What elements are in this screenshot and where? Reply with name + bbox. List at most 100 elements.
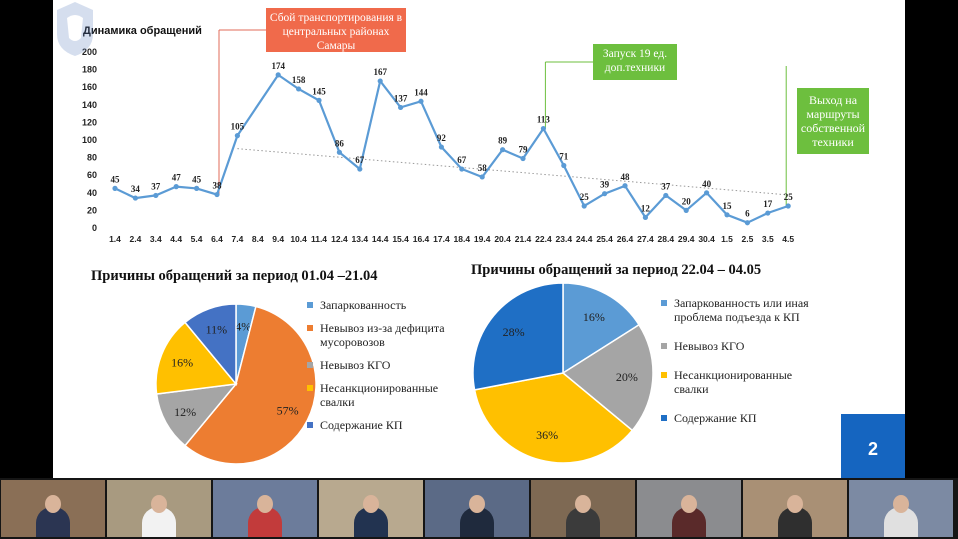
data-label: 79 <box>519 144 529 154</box>
pie1-slice-label: 57% <box>277 403 299 417</box>
data-point <box>724 212 730 218</box>
annotation-transport-failure: Сбой транспортирования в центральных рай… <box>266 8 406 52</box>
data-label: 145 <box>312 86 326 96</box>
data-point <box>194 185 200 191</box>
y-tick-label: 160 <box>82 82 97 92</box>
data-point <box>581 203 587 209</box>
legend-item: Невывоз КГО <box>307 358 467 372</box>
x-tick-label: 11.4 <box>311 234 327 244</box>
legend-swatch <box>661 300 667 306</box>
data-point <box>112 185 118 191</box>
video-tile-participant-9[interactable] <box>849 480 953 537</box>
participant-head <box>151 495 167 513</box>
x-tick-label: 23.4 <box>556 234 573 244</box>
x-tick-label: 16.4 <box>413 234 430 244</box>
data-point <box>663 192 669 199</box>
x-tick-label: 2.5 <box>741 234 753 244</box>
data-point <box>398 104 404 111</box>
participant-head <box>363 495 379 513</box>
legend-swatch <box>307 385 313 391</box>
video-tile-participant-8[interactable] <box>743 480 847 537</box>
data-label: 174 <box>271 61 285 71</box>
legend-item: Запаркованность или иная проблема подъез… <box>661 296 821 324</box>
x-tick-label: 7.4 <box>231 234 243 244</box>
legend-swatch <box>307 422 313 428</box>
legend-swatch <box>307 302 313 308</box>
trendline <box>237 148 789 196</box>
pie1-slice-label: 16% <box>171 356 193 370</box>
participant-head <box>575 495 591 513</box>
video-tile-participant-2[interactable] <box>107 480 211 537</box>
x-tick-label: 3.5 <box>762 234 774 244</box>
page-number: 2 <box>841 414 905 478</box>
data-point <box>418 98 424 104</box>
x-tick-label: 12.4 <box>331 234 348 244</box>
pie2-slice-label: 20% <box>616 370 638 384</box>
legend-item: Содержание КП <box>307 418 467 432</box>
x-tick-label: 21.4 <box>515 234 532 244</box>
data-point <box>377 78 383 84</box>
data-point <box>316 97 322 103</box>
coat-of-arms-icon <box>57 2 93 56</box>
x-tick-label: 18.4 <box>454 234 471 244</box>
x-tick-label: 25.4 <box>596 234 613 244</box>
data-point <box>275 72 281 78</box>
data-label: 39 <box>600 180 610 190</box>
data-point <box>642 214 649 221</box>
data-label: 113 <box>537 115 551 125</box>
participant-head <box>257 495 273 513</box>
x-tick-label: 27.4 <box>637 234 654 244</box>
video-tile-participant-1[interactable] <box>1 480 105 537</box>
x-tick-label: 17.4 <box>433 234 450 244</box>
legend-swatch <box>661 343 667 349</box>
x-tick-label: 1.4 <box>109 234 121 244</box>
pie1-legend: Запаркованность Невывоз из-за дефицита м… <box>307 298 467 441</box>
data-label: 38 <box>213 181 223 191</box>
data-point <box>132 195 138 201</box>
data-point <box>479 174 485 180</box>
pie1-slice <box>155 321 238 395</box>
pie2-slice-label: 36% <box>536 428 558 442</box>
video-tile-participant-4[interactable] <box>319 480 423 537</box>
data-label: 144 <box>414 87 428 97</box>
participant-head <box>893 495 909 513</box>
pie2-slice <box>561 323 654 432</box>
data-label: 67 <box>355 155 365 165</box>
pie1-slice-label: 12% <box>174 405 196 419</box>
x-tick-label: 28.4 <box>658 234 675 244</box>
y-tick-label: 120 <box>82 117 97 127</box>
data-point <box>500 147 506 153</box>
data-label: 158 <box>292 75 306 85</box>
video-tile-participant-7[interactable] <box>637 480 741 537</box>
pie1-title: Причины обращений за период 01.04 –21.04 <box>91 268 378 284</box>
x-tick-label: 5.4 <box>191 234 203 244</box>
x-tick-label: 20.4 <box>494 234 511 244</box>
data-label: 105 <box>231 122 245 132</box>
x-tick-label: 30.4 <box>698 234 715 244</box>
data-point <box>173 184 179 190</box>
y-tick-label: 40 <box>87 188 97 198</box>
data-point <box>234 133 240 139</box>
data-label: 45 <box>192 174 202 184</box>
video-tile-participant-6[interactable] <box>531 480 635 537</box>
legend-item: Несанкционированные свалки <box>661 368 821 396</box>
y-tick-label: 80 <box>87 153 97 163</box>
data-label: 37 <box>151 181 161 191</box>
video-tile-participant-5[interactable] <box>425 480 529 537</box>
data-label: 47 <box>172 173 182 183</box>
data-label: 15 <box>723 201 733 211</box>
data-label: 45 <box>111 174 121 184</box>
pie2-title: Причины обращений за период 22.04 – 04.0… <box>471 262 762 278</box>
pie2-slice-label: 28% <box>503 325 525 339</box>
legend-item: Содержание КП <box>661 411 821 425</box>
x-tick-label: 15.4 <box>392 234 409 244</box>
data-point <box>785 203 791 209</box>
participant-head <box>787 495 803 513</box>
data-label: 37 <box>661 181 671 191</box>
data-point <box>602 191 608 197</box>
participant-head <box>45 495 61 513</box>
pie1-slice <box>155 383 238 447</box>
data-label: 71 <box>559 152 569 162</box>
video-tile-participant-3[interactable] <box>213 480 317 537</box>
data-label: 40 <box>702 179 712 189</box>
